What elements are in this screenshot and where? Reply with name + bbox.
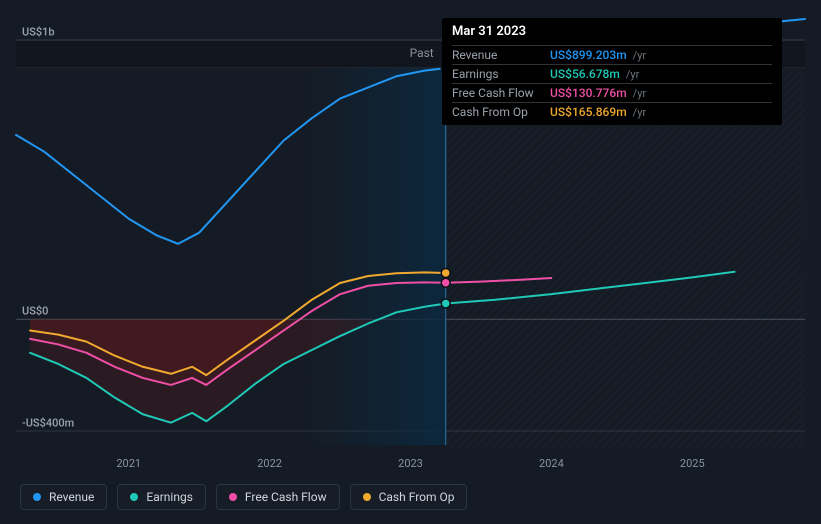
tooltip-row-label: Free Cash Flow <box>452 86 544 100</box>
tooltip-date: Mar 31 2023 <box>452 24 772 43</box>
tooltip-row-unit: /yr <box>633 87 646 100</box>
region-label-past: Past <box>16 46 434 60</box>
legend-item-label: Earnings <box>146 490 193 504</box>
legend-dot-icon <box>33 493 41 501</box>
tooltip-row-value: US$165.869m <box>550 105 627 119</box>
tooltip-row-label: Earnings <box>452 67 544 81</box>
x-axis-tick-label: 2023 <box>398 457 423 470</box>
legend-item-label: Free Cash Flow <box>245 490 327 504</box>
x-axis-tick-label: 2024 <box>539 457 564 470</box>
y-axis-tick-label: -US$400m <box>22 417 74 430</box>
tooltip-row-value: US$130.776m <box>550 86 627 100</box>
tooltip-row: Earnings US$56.678m/yr <box>452 64 772 83</box>
chart-tooltip: Mar 31 2023 RevenueUS$899.203m/yrEarning… <box>442 18 782 125</box>
legend-item-label: Revenue <box>49 490 94 504</box>
legend-dot-icon <box>130 493 138 501</box>
tooltip-row-unit: /yr <box>626 68 639 81</box>
chart-legend: Revenue Earnings Free Cash Flow Cash From O… <box>20 484 467 510</box>
y-axis-tick-label: US$0 <box>22 305 48 318</box>
legend-dot-icon <box>363 493 371 501</box>
tooltip-row: Free Cash Flow US$130.776m/yr <box>452 83 772 102</box>
tooltip-row-label: Revenue <box>452 48 544 62</box>
legend-item-earnings[interactable]: Earnings <box>117 484 206 510</box>
y-axis-tick-label: US$1b <box>22 25 55 38</box>
tooltip-row-value: US$56.678m <box>550 67 620 81</box>
legend-item-revenue[interactable]: Revenue <box>20 484 107 510</box>
legend-item-cashop[interactable]: Cash From Op <box>350 484 468 510</box>
x-axis-tick-label: 2021 <box>116 457 141 470</box>
tooltip-row-label: Cash From Op <box>452 105 544 119</box>
tooltip-row-unit: /yr <box>633 49 646 62</box>
tooltip-row: Cash From Op US$165.869m/yr <box>452 102 772 121</box>
tooltip-row: Revenue US$899.203m/yr <box>452 45 772 64</box>
x-axis-tick-label: 2025 <box>680 457 705 470</box>
legend-item-label: Cash From Op <box>379 490 455 504</box>
legend-item-fcf[interactable]: Free Cash Flow <box>216 484 340 510</box>
x-axis-tick-label: 2022 <box>257 457 282 470</box>
legend-dot-icon <box>229 493 237 501</box>
financials-chart: Past Analysts Forecasts US$1bUS$0-US$400… <box>0 0 821 524</box>
tooltip-row-unit: /yr <box>633 106 646 119</box>
tooltip-row-value: US$899.203m <box>550 48 627 62</box>
